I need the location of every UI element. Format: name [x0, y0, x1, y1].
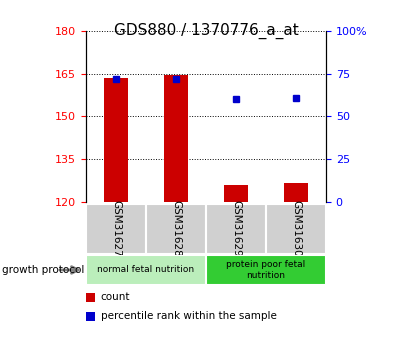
Bar: [146, 204, 206, 254]
Bar: [104, 78, 128, 202]
Text: GSM31629: GSM31629: [231, 200, 241, 257]
Bar: [284, 183, 308, 202]
Bar: [266, 204, 326, 254]
Text: percentile rank within the sample: percentile rank within the sample: [101, 312, 277, 322]
Bar: [86, 204, 146, 254]
Text: normal fetal nutrition: normal fetal nutrition: [98, 265, 194, 275]
Text: count: count: [101, 293, 130, 303]
Bar: [224, 185, 248, 202]
Text: growth protocol: growth protocol: [2, 265, 84, 275]
Text: GDS880 / 1370776_a_at: GDS880 / 1370776_a_at: [114, 22, 298, 39]
Bar: [164, 75, 188, 202]
Text: GSM31627: GSM31627: [111, 200, 121, 257]
Text: protein poor fetal
nutrition: protein poor fetal nutrition: [226, 260, 306, 280]
Bar: [206, 255, 326, 285]
Text: GSM31628: GSM31628: [171, 200, 181, 257]
Bar: [206, 204, 266, 254]
Text: GSM31630: GSM31630: [291, 200, 301, 257]
Bar: [86, 255, 206, 285]
